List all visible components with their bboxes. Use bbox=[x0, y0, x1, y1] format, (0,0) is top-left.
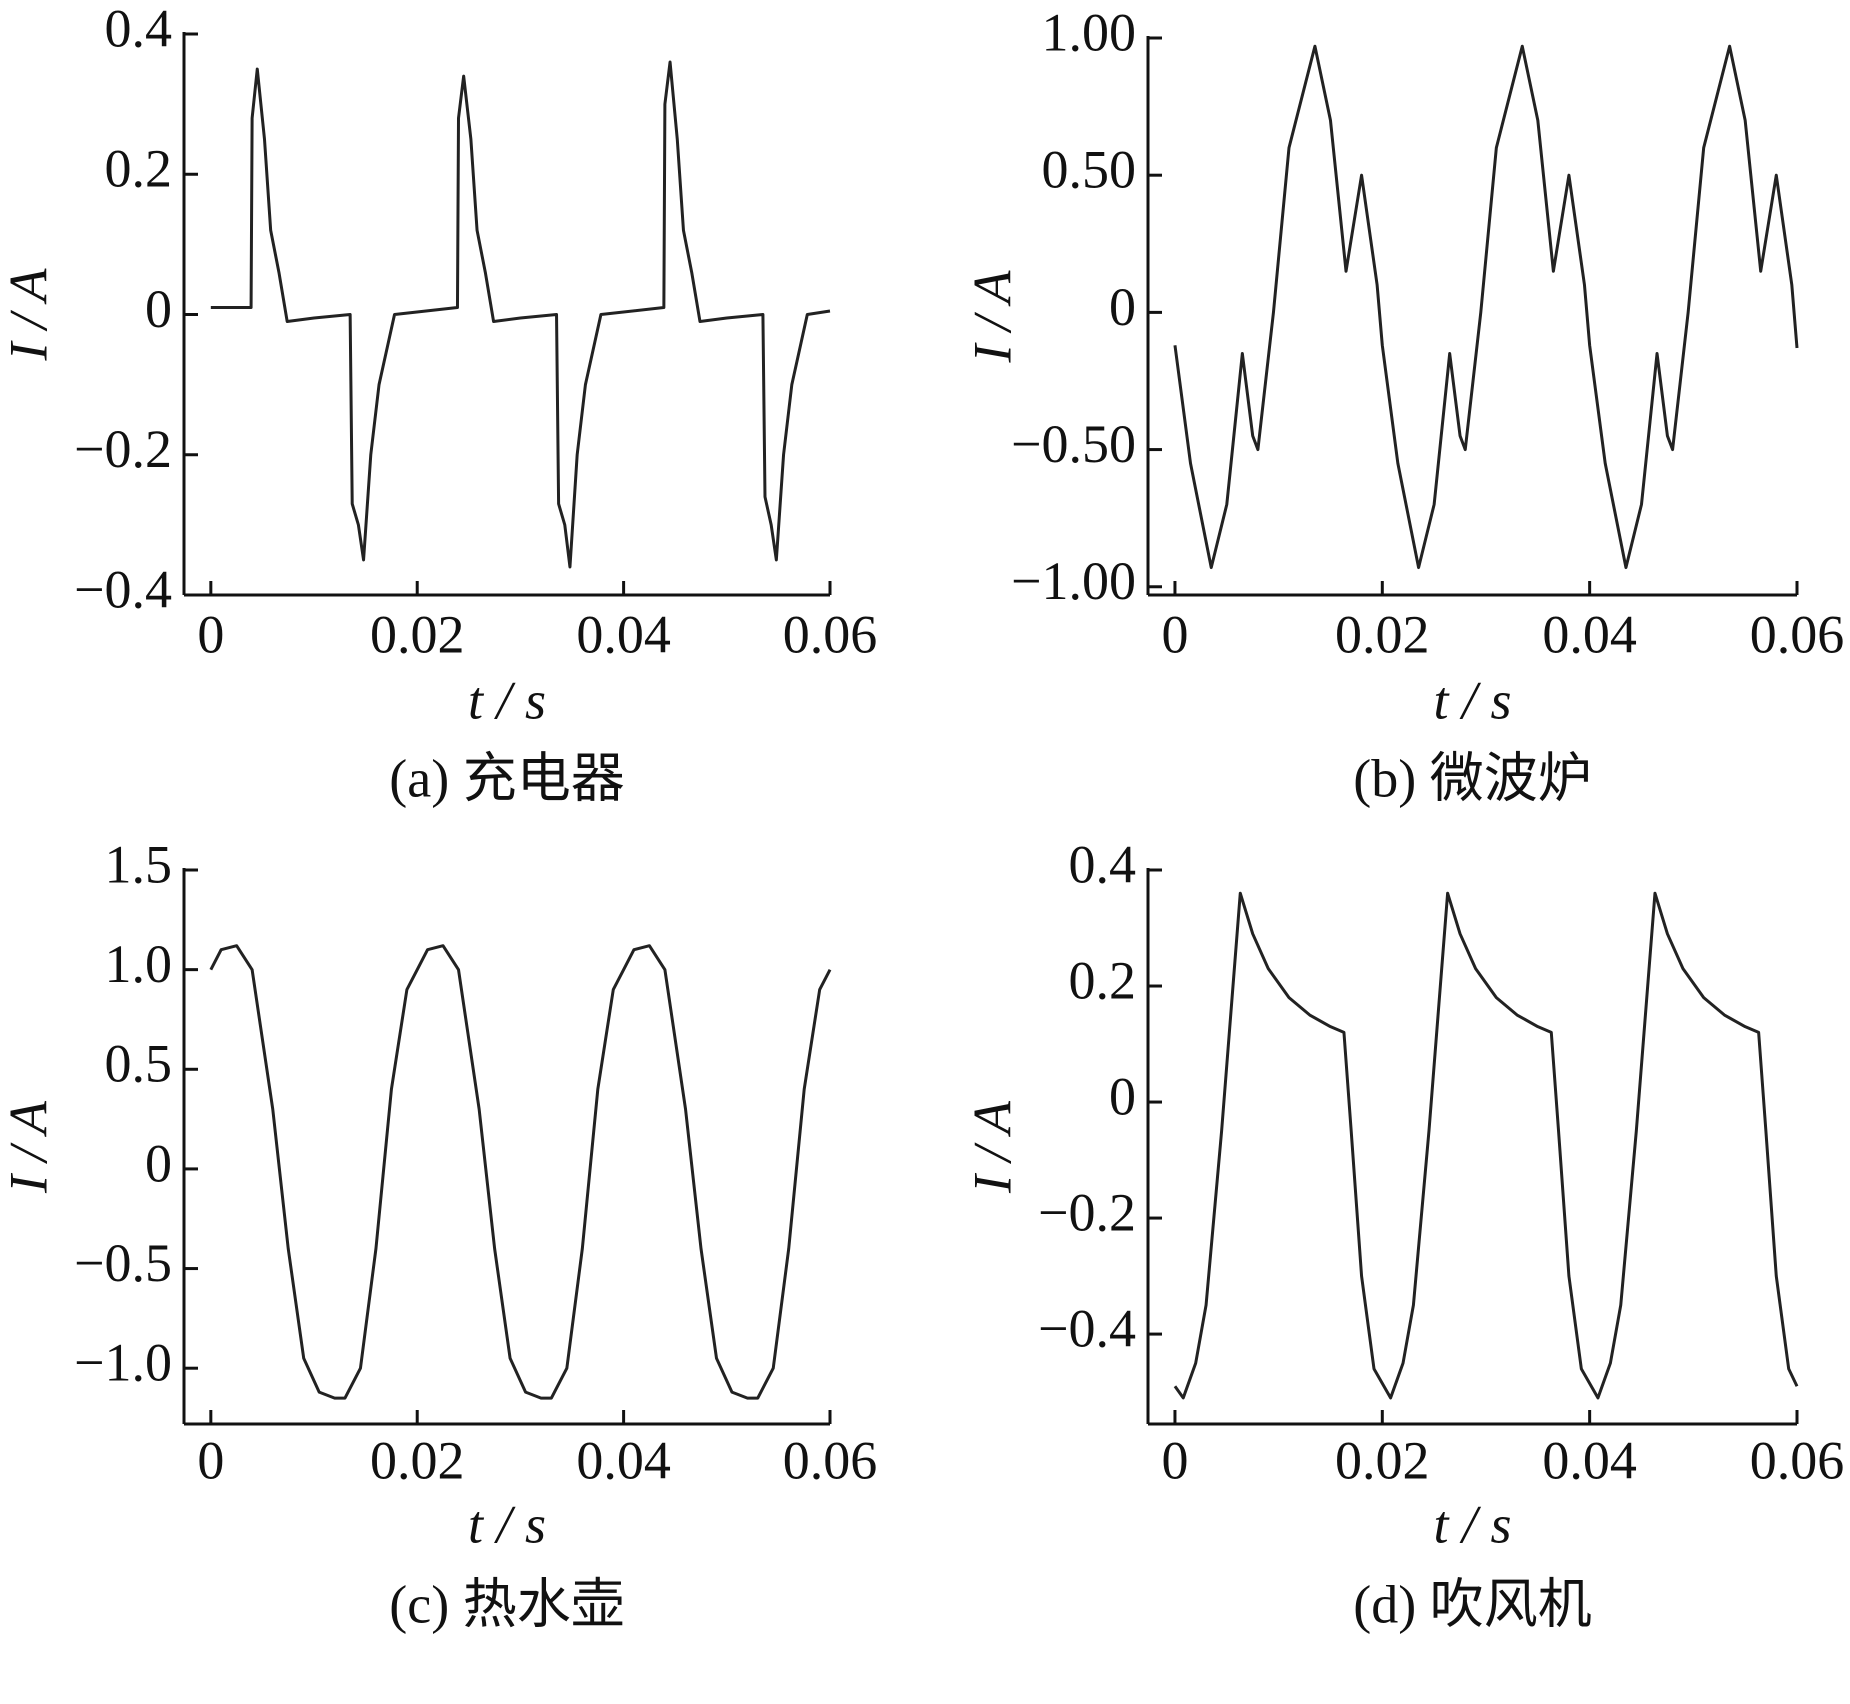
y-tick-label: 0 bbox=[145, 1133, 172, 1193]
subplot-caption: (a) 充电器 bbox=[389, 748, 624, 808]
y-tick-label: 1.5 bbox=[105, 834, 173, 894]
y-tick-label: 1.00 bbox=[1042, 2, 1137, 62]
y-tick-label: 0 bbox=[145, 279, 172, 339]
y-tick-label: −0.5 bbox=[74, 1233, 172, 1293]
x-tick-label: 0.02 bbox=[1335, 1430, 1430, 1490]
y-tick-label: 0 bbox=[1109, 1066, 1136, 1126]
x-tick-label: 0 bbox=[197, 604, 224, 664]
y-tick-label: 0.4 bbox=[105, 0, 173, 58]
subplot: −1.00 −0.50 0 0.50 1.00 0 0.02 0.04 0.06 t / s I /… bbox=[962, 2, 1844, 808]
x-tick-label: 0.04 bbox=[1542, 604, 1637, 664]
x-tick-label: 0.06 bbox=[783, 604, 878, 664]
subplot-caption: (b) 微波炉 bbox=[1353, 748, 1591, 808]
subplot-caption: (c) 热水壶 bbox=[389, 1574, 624, 1634]
y-tick-label: −0.2 bbox=[1038, 1182, 1136, 1242]
x-tick-label: 0.04 bbox=[576, 1430, 671, 1490]
y-tick-label: 0.50 bbox=[1042, 140, 1137, 200]
y-tick-label: 0.4 bbox=[1069, 834, 1137, 894]
data-line bbox=[210, 60, 831, 569]
data-line bbox=[209, 944, 832, 1400]
y-tick-label: 0.2 bbox=[1069, 950, 1137, 1010]
x-tick-label: 0.02 bbox=[1335, 604, 1430, 664]
y-tick-label: −1.00 bbox=[1011, 551, 1136, 611]
y-tick-label: 0 bbox=[1109, 277, 1136, 337]
y-tick-label: −0.4 bbox=[74, 559, 172, 619]
x-tick-label: 0 bbox=[1161, 1430, 1188, 1490]
data-line bbox=[1173, 44, 1799, 570]
x-tick-label: 0 bbox=[197, 1430, 224, 1490]
y-tick-label: −0.50 bbox=[1011, 414, 1136, 474]
y-axis-label: I / A bbox=[0, 1100, 58, 1194]
y-tick-label: −0.4 bbox=[1038, 1298, 1136, 1358]
x-axis-label: t / s bbox=[468, 1494, 546, 1554]
x-tick-label: 0.06 bbox=[1750, 1430, 1845, 1490]
y-tick-label: 0.2 bbox=[105, 139, 173, 199]
y-axis-label: I / A bbox=[0, 267, 58, 361]
x-tick-label: 0.02 bbox=[370, 604, 465, 664]
subplot: −0.4 −0.2 0 0.2 0.4 0 0.02 0.04 0.06 t / s I / A (a… bbox=[0, 0, 877, 808]
x-tick-label: 0.04 bbox=[576, 604, 671, 664]
data-line bbox=[1173, 891, 1799, 1400]
y-tick-label: −1.0 bbox=[74, 1333, 172, 1393]
x-tick-label: 0.06 bbox=[783, 1430, 878, 1490]
subplot: −1.0 −0.5 0 0.5 1.0 1.5 0 0.02 0.04 0.06 t / s I / … bbox=[0, 834, 877, 1634]
x-tick-label: 0.04 bbox=[1542, 1430, 1637, 1490]
x-axis-label: t / s bbox=[1433, 670, 1511, 730]
y-axis-label: I / A bbox=[962, 269, 1022, 363]
x-tick-label: 0 bbox=[1161, 604, 1188, 664]
x-axis-label: t / s bbox=[468, 670, 546, 730]
x-tick-label: 0.02 bbox=[370, 1430, 465, 1490]
x-tick-label: 0.06 bbox=[1750, 604, 1845, 664]
subplot-caption: (d) 吹风机 bbox=[1353, 1574, 1591, 1634]
y-tick-label: 0.5 bbox=[105, 1034, 173, 1094]
subplot: −0.4 −0.2 0 0.2 0.4 0 0.02 0.04 0.06 t / s I / A (d… bbox=[962, 834, 1844, 1634]
x-axis-label: t / s bbox=[1433, 1494, 1511, 1554]
y-tick-label: −0.2 bbox=[74, 419, 172, 479]
y-axis-label: I / A bbox=[962, 1100, 1022, 1194]
y-tick-label: 1.0 bbox=[105, 934, 173, 994]
